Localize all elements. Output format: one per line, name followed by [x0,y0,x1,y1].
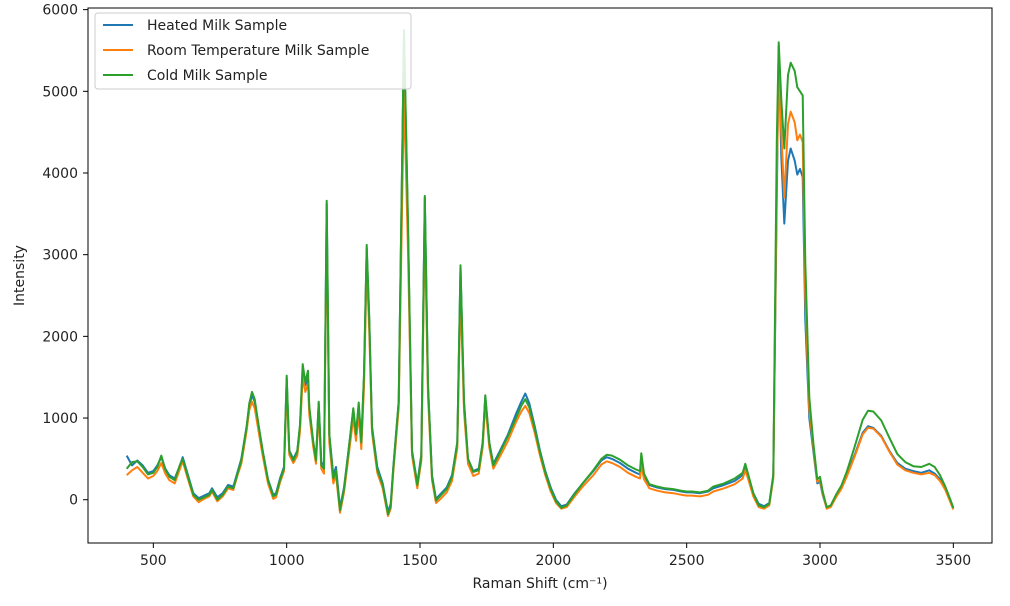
legend-entry: Cold Milk Sample [147,68,267,84]
x-tick-label: 2500 [669,553,705,569]
x-tick-label: 3000 [802,553,838,569]
y-tick-label: 6000 [42,3,78,19]
series-layer [125,29,955,517]
y-axis-label: Intensity [12,245,28,306]
y-tick-label: 5000 [42,84,78,100]
legend-box [94,12,412,90]
y-axis: 0 1000 2000 3000 4000 5000 6000 [42,3,88,509]
x-tick-label: 3500 [936,553,972,569]
x-axis: 500 1000 1500 2000 2500 3000 3500 [140,543,971,569]
series-line-2 [125,29,955,516]
x-axis-label: Raman Shift (cm⁻¹) [472,576,607,592]
y-tick-label: 3000 [42,248,78,264]
x-tick-label: 2000 [536,553,572,569]
legend-entry: Heated Milk Sample [147,18,287,34]
series-line-0 [125,33,955,513]
plot-frame [87,7,993,544]
y-tick-label: 0 [69,493,78,509]
y-tick-label: 1000 [42,411,78,427]
y-tick-label: 2000 [42,329,78,345]
y-tick-label: 4000 [42,166,78,182]
x-tick-label: 1500 [402,553,438,569]
legend: Heated Milk Sample Room Temperature Milk … [94,12,412,90]
x-tick-label: 1000 [269,553,305,569]
x-tick-label: 500 [140,553,167,569]
legend-entry: Room Temperature Milk Sample [147,43,369,59]
